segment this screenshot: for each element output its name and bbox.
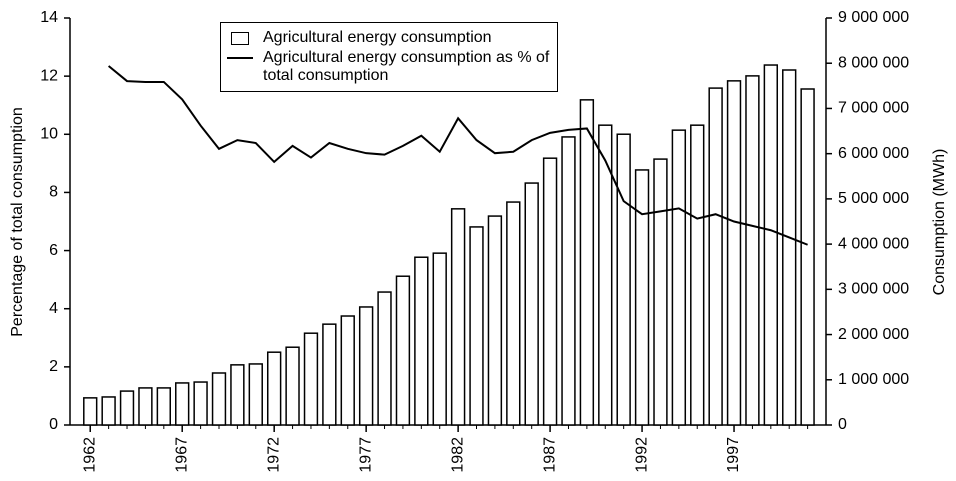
y2-tick-label: 4 000 000 bbox=[838, 235, 909, 252]
bar bbox=[634, 169, 650, 426]
bar bbox=[542, 157, 558, 426]
bar bbox=[101, 396, 116, 426]
x-tick-label: 1977 bbox=[357, 437, 374, 473]
x-tick-label: 1972 bbox=[265, 437, 282, 473]
bar bbox=[414, 256, 429, 426]
bar bbox=[469, 226, 484, 426]
y2-tick-label: 2 000 000 bbox=[838, 326, 909, 343]
y-tick-label: 6 bbox=[49, 242, 58, 259]
bar bbox=[303, 332, 319, 426]
bar bbox=[506, 201, 521, 426]
y-tick-label: 8 bbox=[49, 184, 58, 201]
x-tick-label: 1982 bbox=[449, 437, 466, 473]
bar bbox=[616, 133, 631, 426]
bar bbox=[690, 124, 705, 426]
bar bbox=[156, 387, 171, 426]
legend-item: Agricultural energy consumption as % of … bbox=[227, 49, 551, 85]
bar bbox=[230, 364, 245, 426]
bar bbox=[653, 158, 668, 426]
bar bbox=[450, 208, 466, 426]
y2-tick-label: 3 000 000 bbox=[838, 281, 909, 298]
x-tick-label: 1967 bbox=[173, 437, 190, 473]
y-tick-label: 0 bbox=[49, 416, 58, 433]
line bbox=[107, 65, 808, 246]
bar bbox=[800, 88, 815, 426]
bar bbox=[561, 136, 576, 426]
legend-label: Agricultural energy consumption bbox=[263, 29, 492, 46]
bar bbox=[763, 64, 779, 426]
y2-tick-label: 9 000 000 bbox=[838, 9, 909, 26]
bar bbox=[745, 75, 760, 426]
y-tick-label: 12 bbox=[40, 67, 58, 84]
bar bbox=[285, 346, 300, 426]
bar bbox=[432, 252, 447, 426]
legend: Agricultural energy consumption Agricultu… bbox=[220, 22, 558, 92]
bar bbox=[671, 129, 687, 426]
bar bbox=[175, 382, 190, 426]
y2-tick-label: 8 000 000 bbox=[838, 54, 909, 71]
bar bbox=[726, 80, 742, 426]
bar bbox=[377, 291, 392, 426]
bar bbox=[358, 306, 374, 426]
bar bbox=[322, 323, 337, 426]
bar bbox=[266, 351, 282, 426]
y2-axis-title: Consumption (MWh) bbox=[931, 149, 948, 296]
bar bbox=[708, 87, 723, 426]
bar bbox=[524, 182, 539, 426]
bar bbox=[395, 275, 411, 426]
y-tick-label: 4 bbox=[49, 300, 58, 317]
bar bbox=[598, 124, 613, 426]
bar bbox=[782, 69, 797, 426]
bar bbox=[119, 390, 135, 426]
x-tick-label: 1987 bbox=[541, 437, 558, 473]
y2-tick-label: 0 bbox=[838, 416, 847, 433]
y-axis-title: Percentage of total consumption bbox=[9, 107, 26, 336]
bar bbox=[83, 397, 98, 426]
bar bbox=[248, 363, 263, 426]
y-tick-label: 10 bbox=[40, 126, 58, 143]
y2-tick-label: 1 000 000 bbox=[838, 371, 909, 388]
legend-item: Agricultural energy consumption bbox=[227, 29, 551, 47]
legend-key bbox=[227, 49, 253, 67]
y-tick-label: 14 bbox=[40, 9, 58, 26]
legend-label: Agricultural energy consumption as % of … bbox=[263, 49, 550, 84]
legend-key bbox=[227, 29, 253, 47]
y2-tick-label: 7 000 000 bbox=[838, 100, 909, 117]
y2-tick-label: 5 000 000 bbox=[838, 190, 909, 207]
y2-tick-label: 6 000 000 bbox=[838, 145, 909, 162]
bar bbox=[211, 372, 227, 426]
x-tick-label: 1997 bbox=[725, 437, 742, 473]
bar bbox=[340, 315, 355, 426]
bar bbox=[138, 387, 153, 426]
y-tick-label: 2 bbox=[49, 358, 58, 375]
x-tick-label: 1992 bbox=[633, 437, 650, 473]
x-tick-label: 1962 bbox=[81, 437, 98, 473]
bar bbox=[193, 381, 208, 426]
bar bbox=[579, 99, 595, 426]
bar bbox=[487, 215, 503, 426]
